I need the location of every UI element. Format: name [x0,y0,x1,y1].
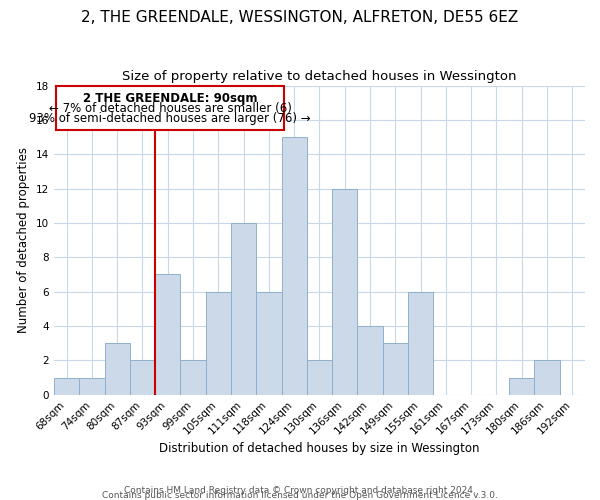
Bar [155,274,181,394]
Text: 2, THE GREENDALE, WESSINGTON, ALFRETON, DE55 6EZ: 2, THE GREENDALE, WESSINGTON, ALFRETON, … [82,10,518,25]
Bar [56,86,284,130]
Bar [206,292,231,395]
Bar [408,292,433,395]
Bar [383,343,408,394]
Bar [509,378,535,394]
Bar [307,360,332,394]
Bar [54,378,79,394]
Bar [281,137,307,394]
Bar [231,223,256,394]
Bar [256,292,281,395]
Text: Contains HM Land Registry data © Crown copyright and database right 2024.: Contains HM Land Registry data © Crown c… [124,486,476,495]
Bar [104,343,130,394]
Bar [535,360,560,394]
Bar [130,360,155,394]
Bar [79,378,104,394]
Text: 2 THE GREENDALE: 90sqm: 2 THE GREENDALE: 90sqm [83,92,257,104]
Text: Contains public sector information licensed under the Open Government Licence v.: Contains public sector information licen… [102,490,498,500]
Text: ← 7% of detached houses are smaller (6): ← 7% of detached houses are smaller (6) [49,102,292,115]
Text: 93% of semi-detached houses are larger (76) →: 93% of semi-detached houses are larger (… [29,112,311,125]
X-axis label: Distribution of detached houses by size in Wessington: Distribution of detached houses by size … [159,442,480,455]
Y-axis label: Number of detached properties: Number of detached properties [17,147,30,333]
Bar [332,188,358,394]
Bar [358,326,383,394]
Title: Size of property relative to detached houses in Wessington: Size of property relative to detached ho… [122,70,517,83]
Bar [181,360,206,394]
